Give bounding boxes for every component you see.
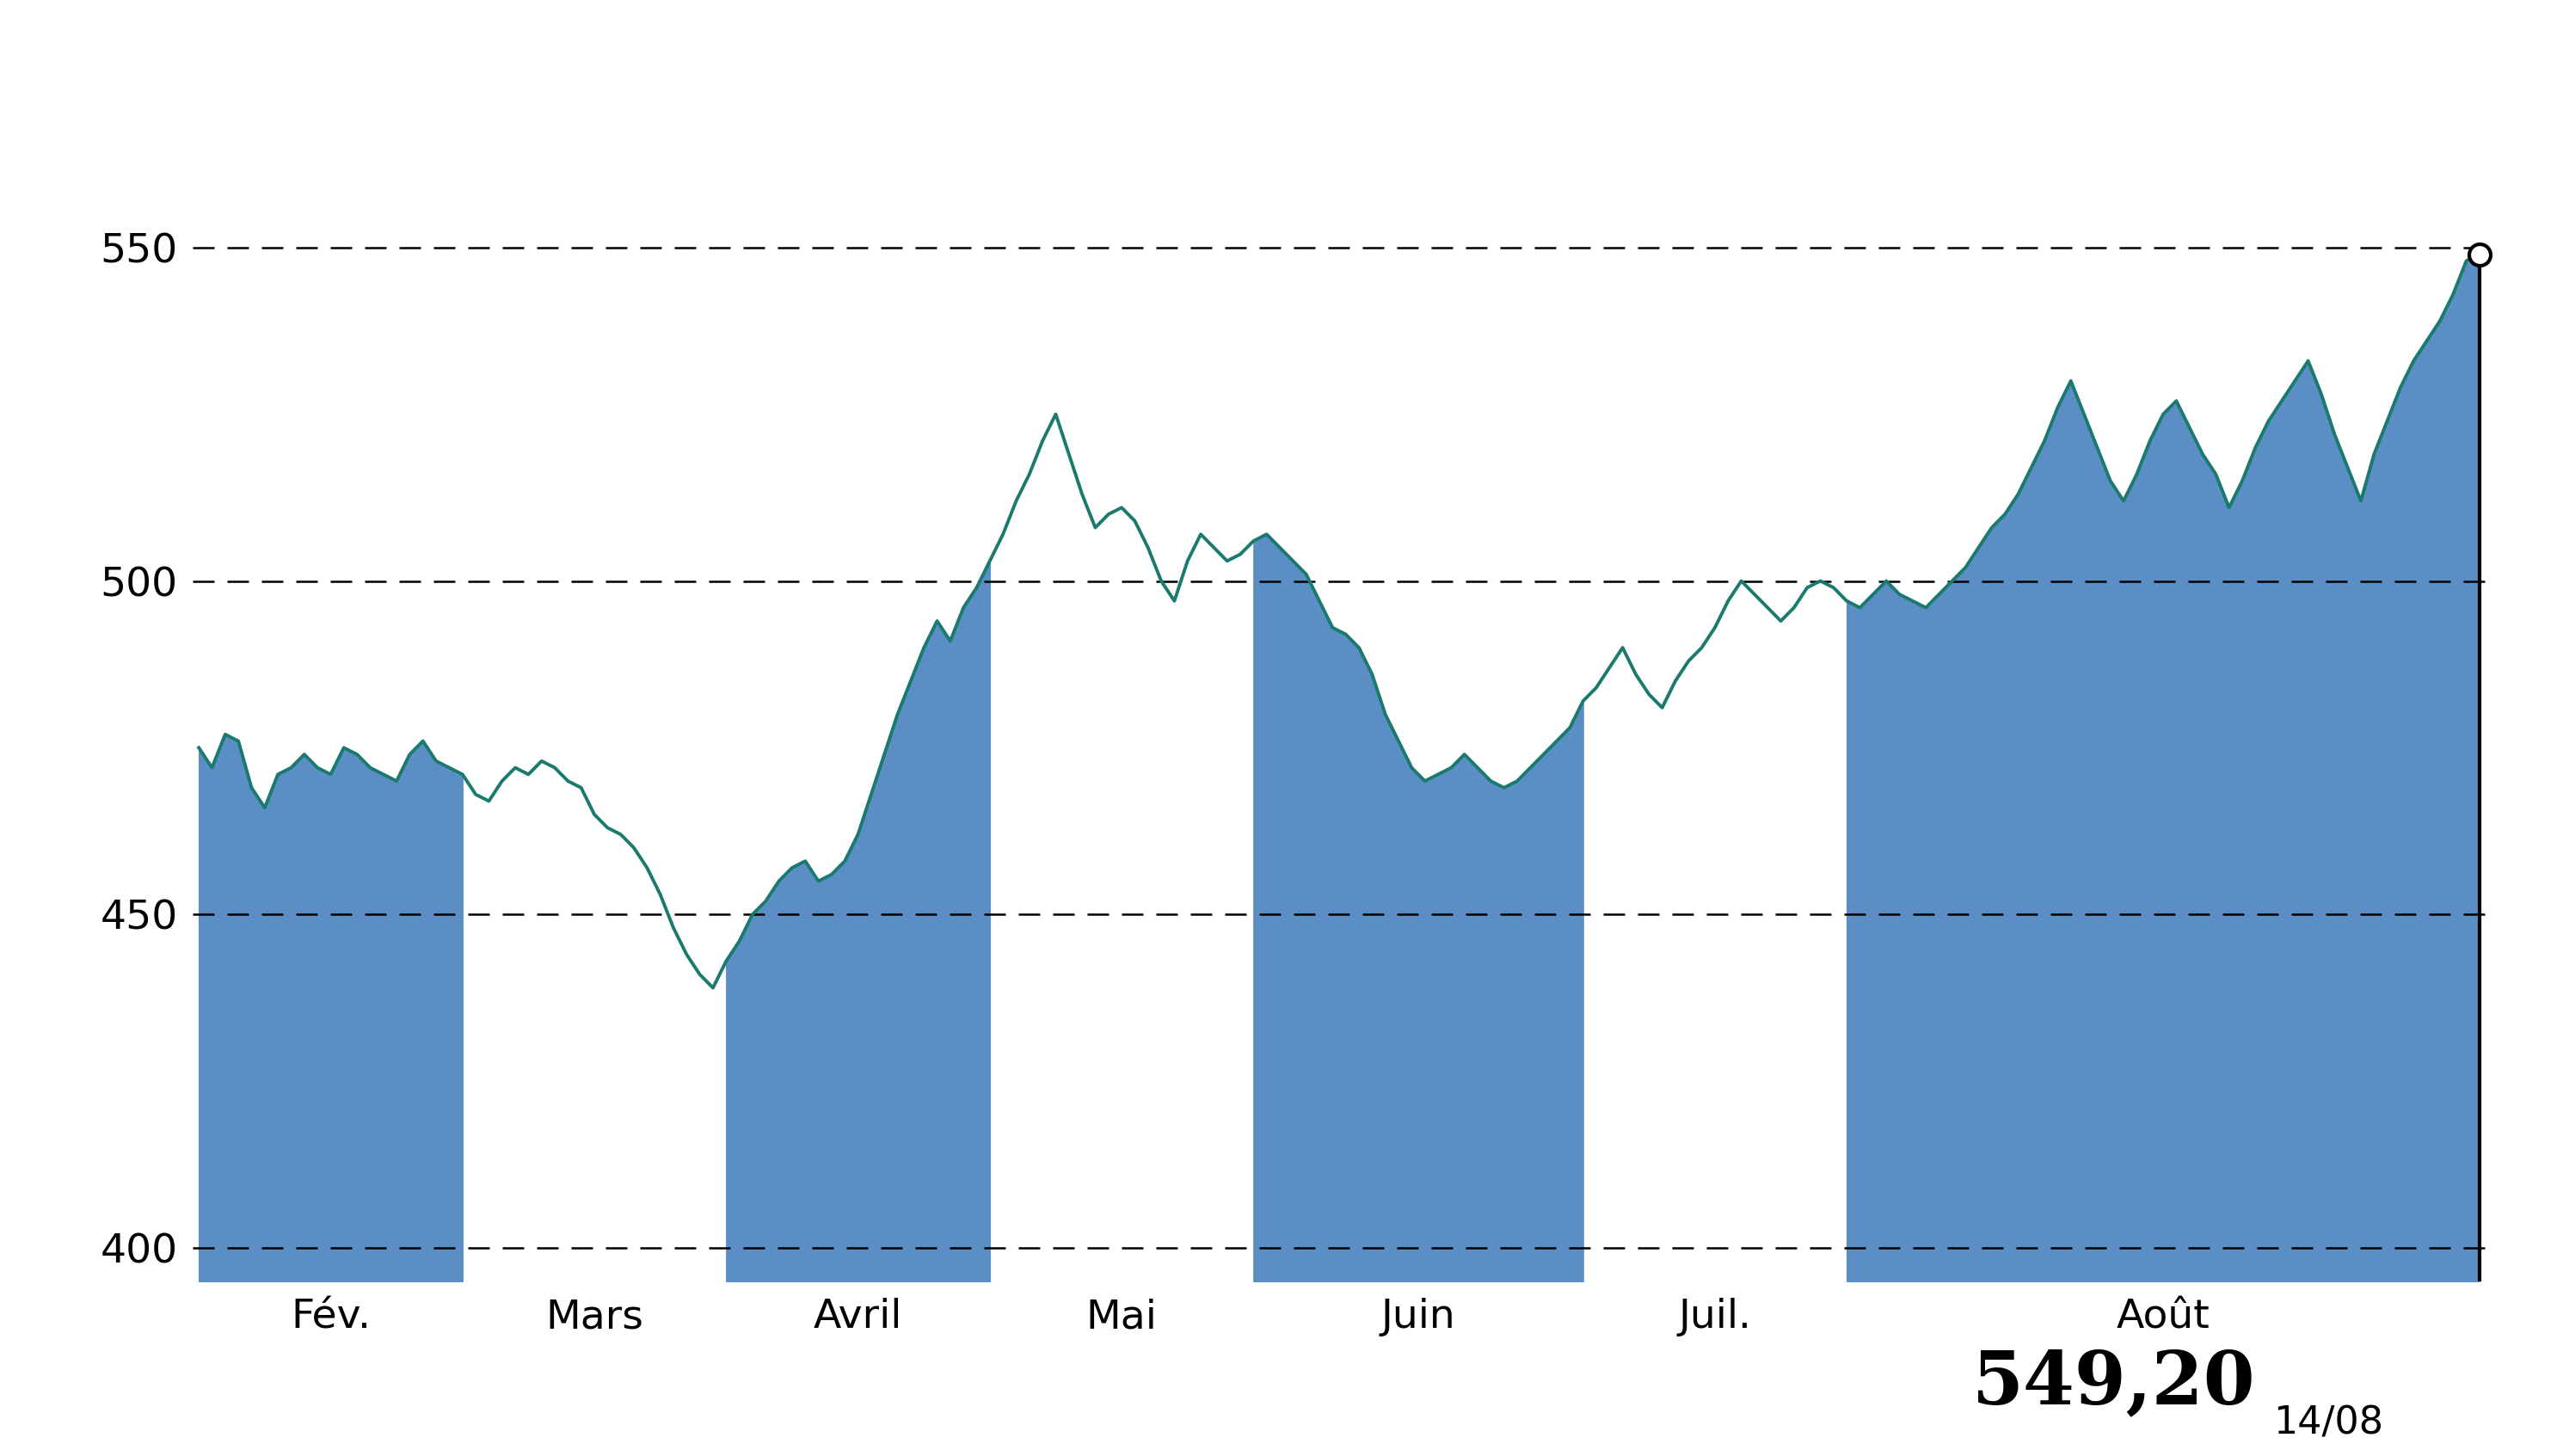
Text: Barratt Developments PLC: Barratt Developments PLC: [779, 44, 1784, 109]
Text: 14/08: 14/08: [2273, 1405, 2384, 1441]
Text: 549,20: 549,20: [1971, 1347, 2255, 1420]
